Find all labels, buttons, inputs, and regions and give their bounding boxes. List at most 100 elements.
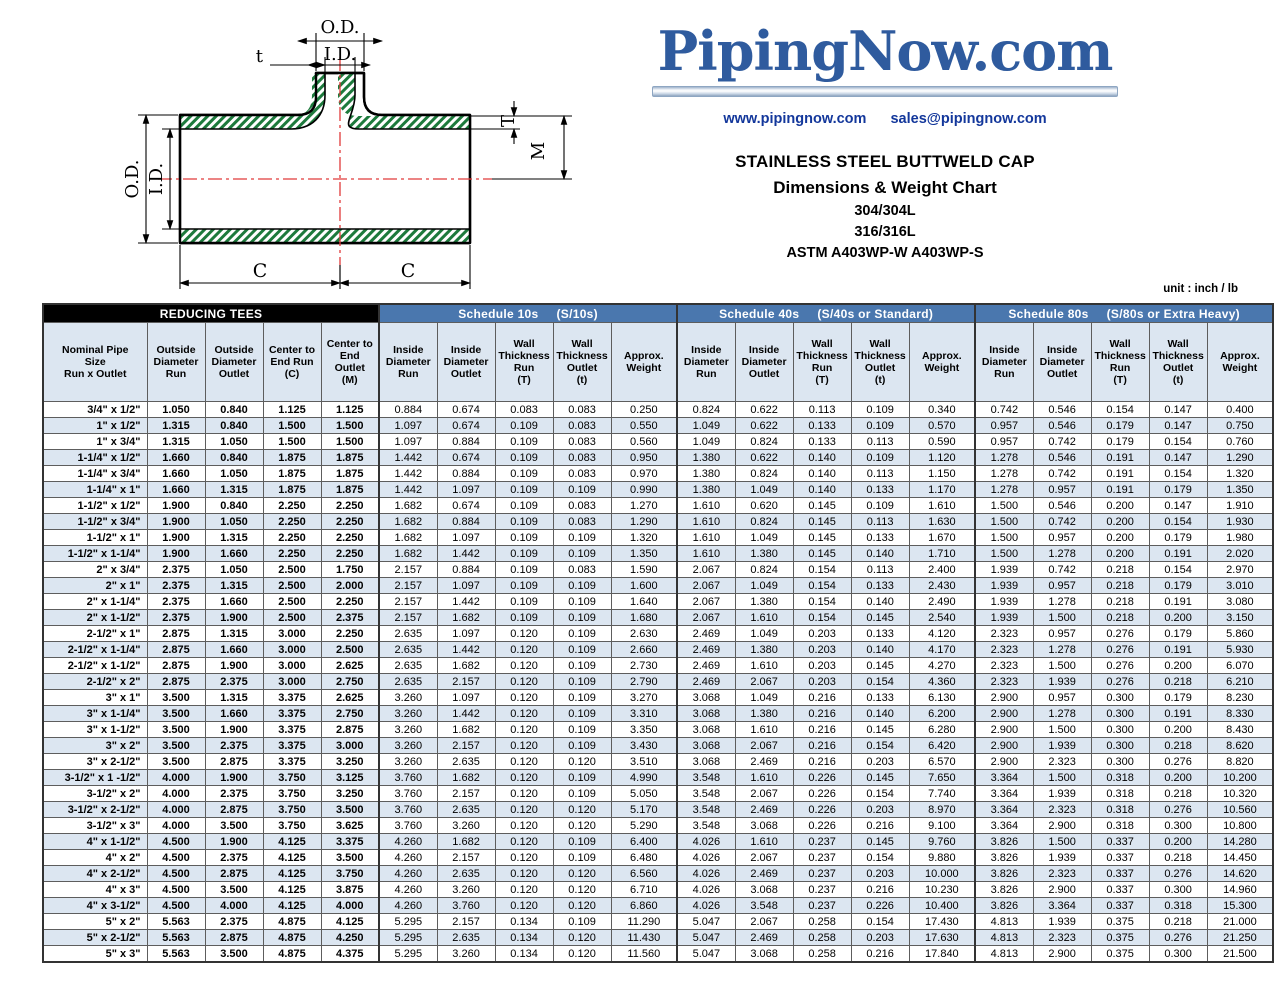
cell-value: 2.635 (436, 929, 496, 946)
cell-value: 4.125 (262, 897, 322, 914)
cell-value: 2.635 (378, 641, 438, 658)
cell-value: 1.939 (974, 577, 1034, 594)
column-header-line: Outlet (450, 368, 482, 380)
cell-value: 6.420 (908, 737, 976, 754)
cell-value: 4.500 (146, 897, 206, 914)
cell-value: 0.226 (792, 801, 852, 818)
website-link[interactable]: www.pipingnow.com (723, 111, 867, 127)
cell-value: 0.990 (610, 481, 678, 498)
cell-value: 0.957 (1032, 625, 1092, 642)
cell-value: 3.068 (734, 881, 794, 898)
cell-value: 0.109 (494, 609, 554, 626)
cell-value: 0.250 (610, 401, 678, 418)
cell-value: 0.203 (792, 657, 852, 674)
cell-value: 0.109 (552, 609, 612, 626)
cell-value: 0.120 (494, 785, 554, 802)
cell-value: 2.375 (146, 609, 206, 626)
cell-value: 2.900 (1032, 817, 1092, 834)
cell-value: 0.337 (1090, 833, 1150, 850)
cell-value: 0.120 (494, 865, 554, 882)
cell-value: 3.500 (146, 721, 206, 738)
reducing-tee-drawing: O.D. I.D. t (120, 15, 590, 295)
cell-value: 1.442 (378, 465, 438, 482)
group-reducing-tees: REDUCING TEES (42, 303, 380, 323)
cell-value: 1.380 (676, 465, 736, 482)
cell-value: 2.323 (974, 657, 1034, 674)
cell-value: 1.939 (974, 593, 1034, 610)
cell-value: 3.750 (262, 801, 322, 818)
cell-value: 0.191 (1148, 641, 1208, 658)
cell-value: 0.113 (850, 433, 910, 450)
column-header-line: Wall (1167, 338, 1189, 350)
table-row: 2-1/2" x 1" 2.875 1.315 3.000 2.250 2.635 1.09… (42, 625, 1274, 642)
cell-value: 1.900 (146, 529, 206, 546)
cell-value: 0.840 (204, 497, 264, 514)
cell-nominal-size: 4" x 3-1/2" (42, 897, 148, 914)
table-row: 1-1/4" x 3/4" 1.660 1.050 1.875 1.875 1.442 0.… (42, 465, 1274, 482)
cell-value: 0.120 (552, 881, 612, 898)
cell-value: 1.150 (908, 465, 976, 482)
cell-value: 0.147 (1148, 401, 1208, 418)
cell-value: 0.109 (552, 769, 612, 786)
cell-value: 0.218 (1148, 849, 1208, 866)
cell-value: 0.147 (1148, 449, 1208, 466)
group-80s-title: Schedule 80s (1008, 306, 1089, 321)
cell-value: 4.250 (320, 929, 380, 946)
column-header-line: Approx. (623, 350, 664, 362)
column-header-line: Outlet (748, 368, 780, 380)
cell-value: 0.109 (552, 625, 612, 642)
cell-value: 2.540 (908, 609, 976, 626)
cell-value: 2.875 (146, 625, 206, 642)
cell-value: 0.154 (792, 577, 852, 594)
cell-value: 2.067 (734, 849, 794, 866)
column-header-line: Diameter (443, 356, 489, 368)
column-header-line: Inside (450, 344, 482, 356)
cell-value: 2.469 (676, 657, 736, 674)
cell-value: 4.375 (320, 945, 380, 963)
cell-value: 0.154 (850, 849, 910, 866)
column-header-line: (T) (517, 374, 531, 386)
cell-value: 2.067 (734, 785, 794, 802)
table-row: 5" x 2-1/2" 5.563 2.875 4.875 4.250 5.295 2.63… (42, 929, 1274, 946)
table-row: 4" x 2" 4.500 2.375 4.125 3.500 4.260 2.157 0.1… (42, 849, 1274, 866)
cell-nominal-size: 2" x 3/4" (42, 561, 148, 578)
cell-value: 1.315 (146, 417, 206, 434)
group-header-row: REDUCING TEES Schedule 10s (S/10s) Schedu… (42, 303, 1274, 323)
cell-value: 2.625 (320, 657, 380, 674)
email-link[interactable]: sales@pipingnow.com (890, 111, 1047, 127)
cell-value: 1.315 (204, 577, 264, 594)
cell-value: 4.125 (262, 865, 322, 882)
cell-value: 0.840 (204, 401, 264, 418)
cell-value: 1.320 (1206, 465, 1274, 482)
cell-value: 0.109 (552, 913, 612, 930)
cell-value: 0.179 (1148, 481, 1208, 498)
cell-value: 1.050 (204, 561, 264, 578)
cell-value: 5.170 (610, 801, 678, 818)
cell-value: 3.260 (378, 705, 438, 722)
cell-value: 0.134 (494, 913, 554, 930)
cell-value: 1.660 (204, 545, 264, 562)
table-row: 2" x 1" 2.375 1.315 2.500 2.000 2.157 1.097 0.1… (42, 577, 1274, 594)
cell-value: 3.500 (320, 849, 380, 866)
cell-value: 3.826 (974, 881, 1034, 898)
cell-value: 5.047 (676, 913, 736, 930)
table-row: 5" x 2" 5.563 2.375 4.875 4.125 5.295 2.157 0.1… (42, 913, 1274, 930)
cell-value: 3.260 (378, 753, 438, 770)
cell-value: 1.350 (610, 545, 678, 562)
cell-nominal-size: 3-1/2" x 3" (42, 817, 148, 834)
cell-value: 3.250 (320, 753, 380, 770)
cell-nominal-size: 3" x 2" (42, 737, 148, 754)
cell-value: 0.154 (792, 593, 852, 610)
dim-id-left (162, 127, 180, 231)
column-header-line: Wall (571, 338, 593, 350)
cell-value: 3.000 (262, 673, 322, 690)
cell-value: 1.125 (262, 401, 322, 418)
cell-value: 2.430 (908, 577, 976, 594)
label-id-left: I.D. (146, 163, 167, 195)
contact-links: www.pipingnow.com sales@pipingnow.com (650, 111, 1120, 127)
column-header-line: Outside (214, 344, 254, 356)
label-t-right: T (498, 115, 519, 127)
cell-value: 0.191 (1090, 465, 1150, 482)
table-row: 3-1/2" x 2" 4.000 2.375 3.750 3.250 3.760 2.15… (42, 785, 1274, 802)
cell-value: 2.900 (974, 705, 1034, 722)
